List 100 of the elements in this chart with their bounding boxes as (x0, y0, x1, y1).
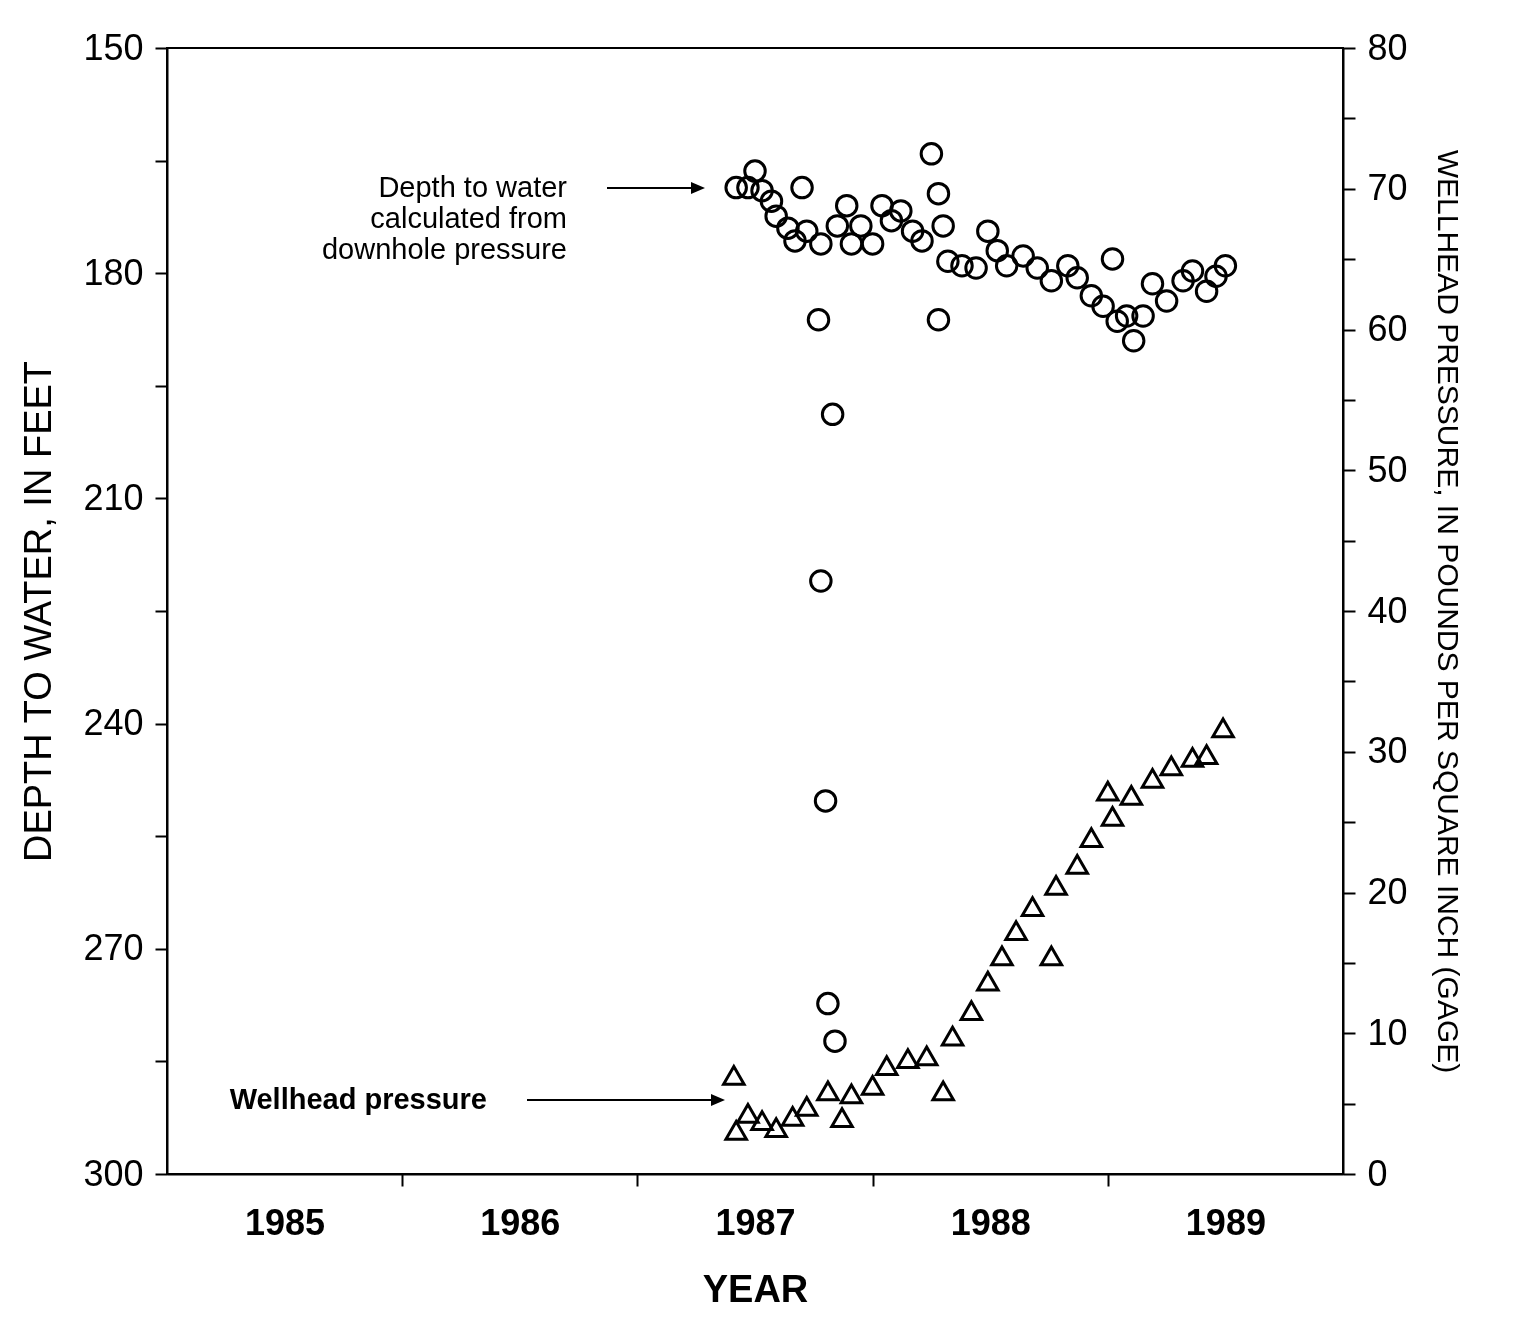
point (1114, 304, 1139, 328)
point (783, 229, 807, 253)
point (1044, 875, 1068, 896)
y2-tick-label: 10 (1367, 1011, 1408, 1053)
point (910, 229, 934, 253)
point (1039, 945, 1064, 967)
point (1140, 768, 1165, 789)
point (919, 142, 944, 166)
point (896, 1048, 920, 1069)
point (1194, 744, 1219, 765)
x-tick-label: 1988 (950, 1201, 1031, 1243)
point (795, 1096, 819, 1117)
y2-tick-label: 70 (1367, 167, 1408, 209)
point (860, 1074, 885, 1096)
point (823, 1029, 847, 1053)
point (1211, 717, 1235, 739)
point (1011, 244, 1035, 268)
point (976, 219, 1000, 243)
point (736, 1103, 760, 1124)
point (736, 175, 760, 200)
point (985, 238, 1009, 263)
point (1204, 264, 1228, 288)
point (1180, 259, 1205, 283)
point (926, 181, 951, 206)
point (1213, 253, 1238, 278)
y2-tick-label: 30 (1367, 730, 1408, 772)
x-tick-label: 1989 (1185, 1201, 1266, 1243)
point (806, 308, 831, 332)
point (780, 1105, 805, 1127)
point (1091, 294, 1115, 318)
y2-tick-label: 80 (1367, 26, 1408, 68)
y-tick-label: 270 (83, 927, 144, 969)
point (1039, 268, 1064, 293)
y2-axis-title: WELLHEAD PRESSURE, IN POUNDS PER SQUARE INCH (GAGE) (1431, 149, 1465, 1074)
annotation: Wellhead pressure (229, 1083, 487, 1115)
point (750, 178, 774, 203)
point (1079, 827, 1104, 848)
point (750, 1110, 774, 1131)
y-tick-label: 180 (83, 251, 144, 293)
point (990, 945, 1014, 967)
point (870, 193, 894, 218)
x-axis-title: YEAR (702, 1267, 809, 1310)
point (860, 232, 885, 256)
point (889, 199, 913, 223)
point (994, 253, 1019, 278)
point (1121, 329, 1146, 353)
point (1079, 283, 1104, 308)
point (1119, 785, 1144, 806)
point (809, 569, 833, 593)
point (1171, 268, 1195, 293)
point (813, 789, 838, 813)
x-tick-label: 1985 (245, 1201, 326, 1243)
y-tick-label: 300 (83, 1152, 144, 1194)
point (914, 1045, 939, 1067)
point (1100, 806, 1125, 827)
point (743, 159, 767, 183)
point (1131, 304, 1155, 328)
point (1154, 289, 1179, 313)
annotation: Depth to water calculated from downhole pressure (321, 171, 568, 265)
point (936, 249, 960, 273)
point (1065, 853, 1089, 875)
point (1194, 279, 1219, 303)
y-tick-label: 210 (83, 476, 144, 518)
point (1140, 271, 1165, 296)
point (1004, 920, 1028, 941)
point (1020, 896, 1045, 917)
point (1159, 755, 1184, 777)
point (926, 308, 951, 332)
point (839, 232, 864, 256)
point (874, 1055, 899, 1076)
point (724, 1119, 748, 1141)
y2-tick-label: 0 (1367, 1152, 1388, 1194)
x-tick-label: 1987 (715, 1201, 796, 1243)
y2-tick-label: 20 (1367, 871, 1408, 912)
point (879, 208, 904, 233)
point (764, 1117, 788, 1138)
point (759, 189, 784, 213)
point (1100, 247, 1125, 271)
point (1180, 747, 1205, 768)
y2-tick-label: 50 (1367, 448, 1408, 490)
point (795, 219, 819, 243)
point (931, 1080, 955, 1102)
y-tick-label: 150 (83, 26, 144, 68)
point (790, 175, 814, 200)
y-axis-title: DEPTH TO WATER, IN FEET (17, 360, 60, 863)
y-tick-label: 240 (83, 702, 144, 744)
point (849, 214, 873, 238)
point (1065, 265, 1089, 290)
y2-tick-label: 40 (1367, 589, 1408, 631)
point (764, 204, 788, 228)
point (959, 1000, 984, 1022)
point (839, 1083, 864, 1105)
point (776, 216, 800, 240)
point (1056, 253, 1080, 278)
point (724, 175, 748, 200)
point (964, 256, 988, 280)
point (950, 253, 974, 278)
point (1096, 780, 1120, 802)
point (722, 1065, 746, 1086)
point (940, 1025, 965, 1047)
